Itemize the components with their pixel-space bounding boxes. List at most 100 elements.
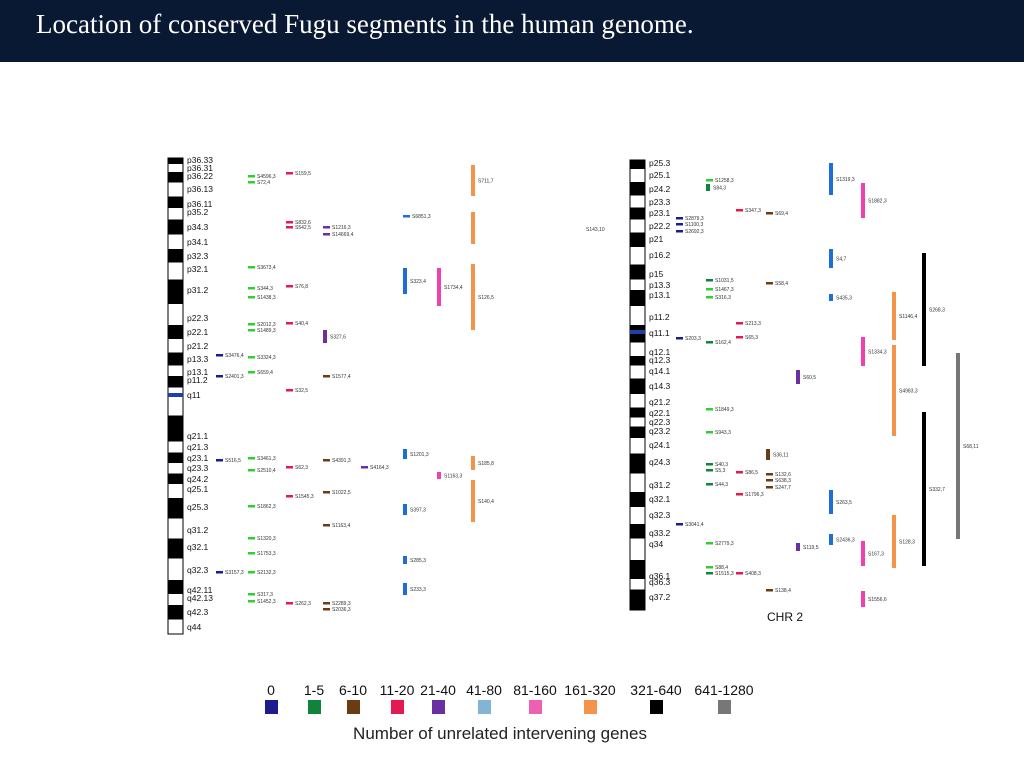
segment-tick — [706, 566, 713, 569]
segment-tick — [706, 542, 713, 545]
segment-label: S88,4 — [715, 565, 728, 571]
chromosome-band — [630, 182, 645, 196]
segment-label: S247,7 — [775, 485, 791, 491]
segment-bar — [796, 370, 800, 384]
segment-label: S213,3 — [745, 321, 761, 327]
segment-tick — [736, 336, 743, 339]
band-label: q12.1 — [649, 347, 671, 357]
legend-swatch — [308, 700, 321, 714]
segment-tick — [706, 572, 713, 575]
segment-label: S203,3 — [685, 336, 701, 342]
segment-tick — [706, 469, 713, 472]
segment-tick — [766, 486, 773, 489]
segment-label: S4391,3 — [332, 458, 351, 464]
segment-label: S3324,3 — [257, 355, 276, 361]
legend-bin-label: 161-320 — [564, 682, 616, 698]
legend-swatch — [529, 700, 542, 714]
segment-label: S2779,3 — [715, 541, 734, 547]
segment-label: S72,4 — [257, 180, 270, 186]
segment-label: S1515,3 — [715, 571, 734, 577]
segment-label: S1146,4 — [899, 314, 917, 320]
segment-tick — [216, 354, 223, 357]
band-label: q31.2 — [649, 480, 671, 490]
segment-label: S58,4 — [775, 281, 788, 287]
legend-swatch — [478, 700, 491, 714]
segment-tick — [676, 337, 683, 340]
legend-bin-label: 6-10 — [338, 682, 368, 698]
band-label: p23.1 — [649, 208, 671, 218]
band-label: q32.3 — [649, 510, 671, 520]
segment-bar — [892, 345, 896, 436]
legend-swatch — [391, 700, 404, 714]
segment-label: S1452,3 — [257, 599, 276, 605]
segment-tick — [286, 466, 293, 469]
segment-tick — [706, 179, 713, 182]
chromosome-band — [630, 589, 645, 610]
segment-tick — [286, 602, 293, 605]
band-label: p31.2 — [187, 285, 209, 295]
segment-label: S711,7 — [478, 179, 494, 185]
segment-tick — [323, 375, 330, 378]
segment-bar — [471, 165, 475, 196]
segment-tick — [216, 375, 223, 378]
segment-label: S1545,3 — [295, 494, 314, 500]
segment-tick — [286, 226, 293, 229]
segment-label: S1577,4 — [332, 374, 351, 380]
segment-tick — [248, 323, 255, 326]
chromosome-band — [168, 196, 183, 208]
segment-label: S317,3 — [257, 592, 273, 598]
band-label: p36.22 — [187, 171, 213, 181]
chromosome-band — [630, 560, 645, 579]
segment-label: S167,3 — [868, 552, 884, 558]
segment-label: S4596,3 — [257, 174, 276, 180]
chromosome-2-name: CHR 2 — [767, 610, 803, 624]
segment-bar — [471, 480, 475, 522]
segment-bar — [956, 353, 960, 539]
segment-tick — [736, 322, 743, 325]
segment-label: S408,3 — [745, 571, 761, 577]
segment-tick — [248, 457, 255, 460]
segment-tick — [323, 602, 330, 605]
segment-tick — [323, 491, 330, 494]
segment-label: S2436,3 — [836, 538, 855, 544]
band-label: q23.3 — [187, 463, 209, 473]
segment-bar — [829, 490, 833, 514]
segment-tick — [706, 288, 713, 291]
segment-tick — [248, 296, 255, 299]
chromosome-band — [168, 415, 183, 442]
segment-bar — [861, 183, 865, 218]
segment-bar — [829, 294, 833, 301]
segment-bar — [829, 249, 833, 268]
segment-tick — [216, 571, 223, 574]
segment-tick — [706, 431, 713, 434]
chromosome-band — [630, 356, 645, 366]
band-label: q11.1 — [649, 328, 670, 338]
band-label: q37.2 — [649, 592, 671, 602]
segment-tick — [286, 495, 293, 498]
slide-title: Location of conserved Fugu segments in t… — [36, 9, 694, 39]
band-label: p21.2 — [187, 341, 209, 351]
segment-label: S40,3 — [715, 462, 728, 468]
band-label: p36.31 — [187, 163, 213, 173]
chromosome-band — [168, 219, 183, 235]
segment-tick — [248, 287, 255, 290]
band-label: p13.3 — [187, 354, 209, 364]
band-label: q42.3 — [187, 607, 209, 617]
title-bar: Location of conserved Fugu segments in t… — [0, 0, 1024, 62]
segment-bar — [403, 556, 407, 564]
segment-label: S1201,3 — [410, 452, 429, 458]
segment-label: S659,4 — [257, 370, 273, 376]
segment-tick — [248, 371, 255, 374]
segment-label: S1320,3 — [257, 536, 276, 542]
band-label: p13.1 — [649, 290, 671, 300]
chromosome-band — [630, 407, 645, 418]
segment-label: S62,3 — [295, 465, 308, 471]
chromosome-band — [630, 492, 645, 507]
segment-label: S2879,3 — [685, 216, 704, 222]
band-label: q32.1 — [649, 494, 671, 504]
segment-label: S1100,3 — [685, 222, 703, 228]
segment-label: S86,5 — [745, 470, 758, 476]
chromosome-band — [168, 473, 183, 484]
segment-label: S36,11 — [773, 453, 789, 459]
segment-tick — [706, 341, 713, 344]
